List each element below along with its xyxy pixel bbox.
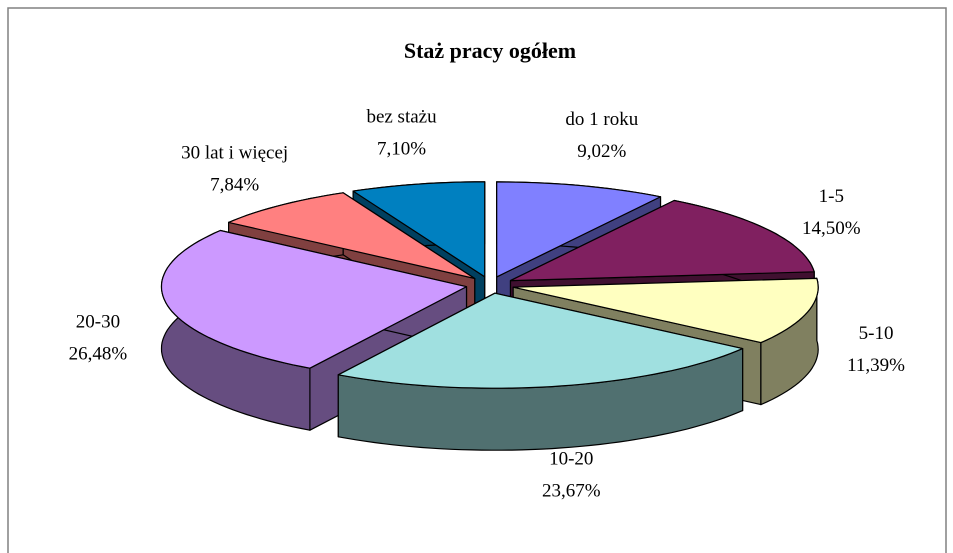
chart-title: Staż pracy ogółem: [404, 38, 576, 63]
slice-value-label: 14,50%: [802, 218, 861, 239]
slice-label: 1-5: [819, 186, 844, 207]
slice-value-label: 7,10%: [377, 138, 426, 159]
slice-top: [160, 229, 468, 369]
slice-value-label: 11,39%: [847, 355, 905, 376]
slice-top: [228, 192, 476, 280]
slice-top: [337, 292, 744, 389]
slice-label: 30 lat i więcej: [181, 142, 288, 163]
slice-label: do 1 roku: [565, 109, 638, 130]
slice-top: [512, 277, 819, 344]
slice-label: 10-20: [549, 448, 593, 469]
slice-value-label: 23,67%: [542, 480, 601, 501]
slice-value-label: 9,02%: [577, 141, 626, 162]
slice-label: 5-10: [859, 323, 894, 344]
slice-label: 20-30: [76, 312, 120, 333]
slice-value-label: 7,84%: [210, 174, 259, 195]
slice-top: [352, 181, 486, 278]
slice-value-label: 26,48%: [69, 344, 128, 365]
slice-label: bez stażu: [366, 106, 437, 127]
slice-top: [509, 199, 815, 282]
slice-top: [496, 181, 662, 278]
